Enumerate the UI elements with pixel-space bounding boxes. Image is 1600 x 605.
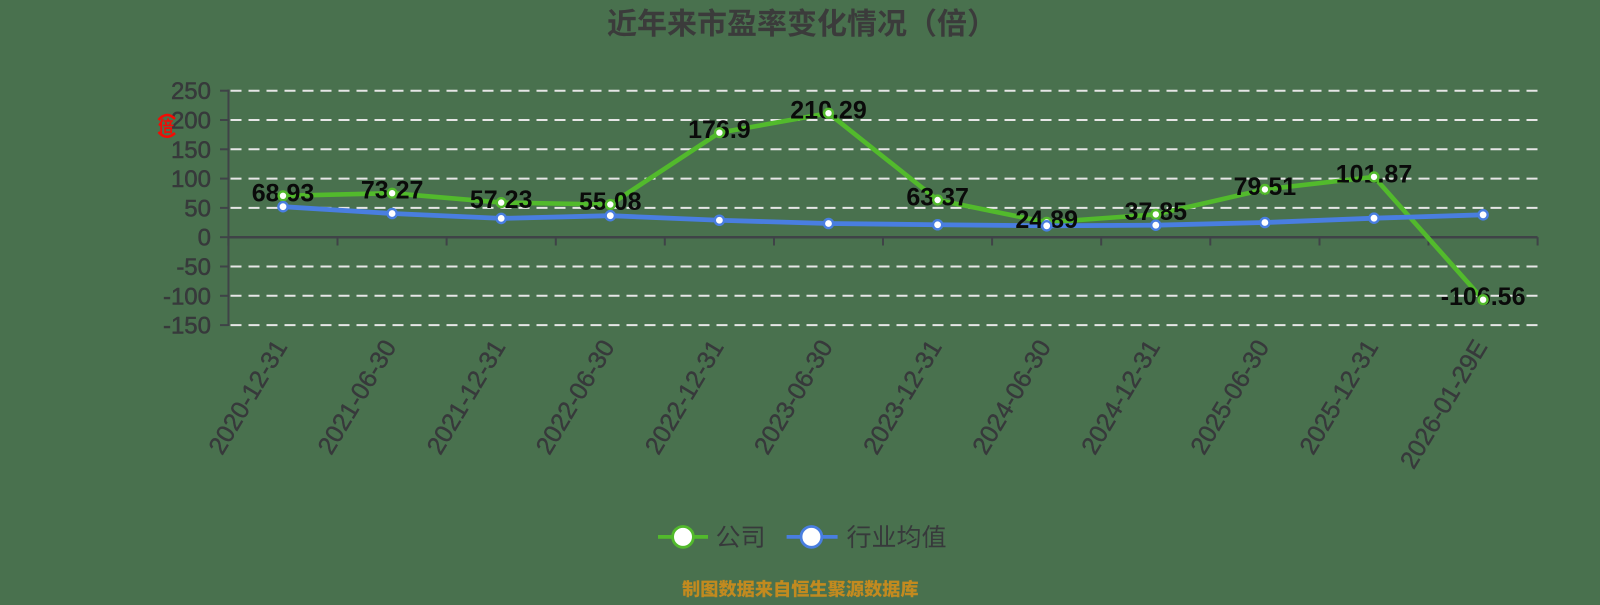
svg-text:100: 100 xyxy=(171,166,211,193)
svg-text:-150: -150 xyxy=(163,313,211,340)
svg-text:0: 0 xyxy=(198,225,211,252)
svg-text:-100: -100 xyxy=(163,283,211,310)
svg-text:250: 250 xyxy=(171,78,211,105)
svg-text:50: 50 xyxy=(184,195,211,222)
svg-text:200: 200 xyxy=(171,108,211,135)
svg-text:150: 150 xyxy=(171,137,211,164)
svg-text:-50: -50 xyxy=(176,254,211,281)
